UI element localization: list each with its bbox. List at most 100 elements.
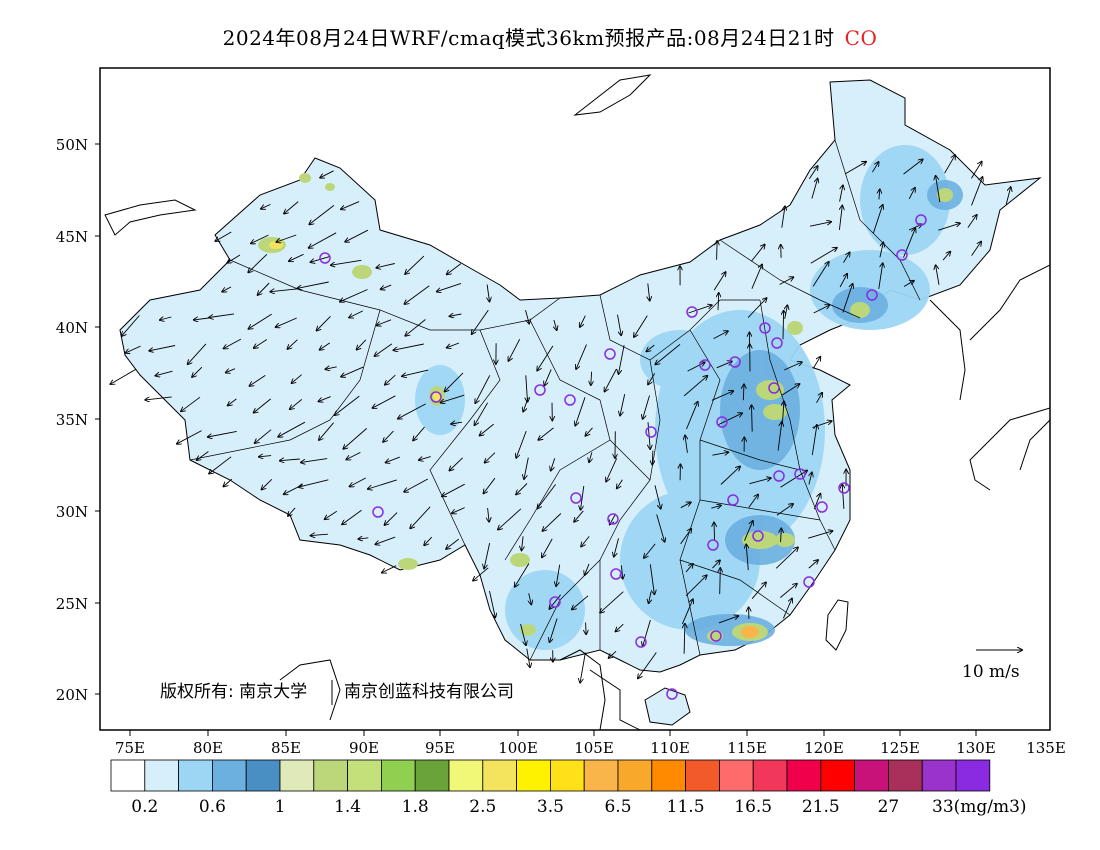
wind-arrow [576,344,587,369]
wind-arrow [585,563,590,575]
station-marker [729,356,741,368]
wind-arrow [192,366,203,377]
colorbar-label: 1 [275,797,286,817]
wind-arrow [681,599,693,625]
wind-arrow [250,375,266,386]
wind-arrow [309,205,335,224]
wind-arrow [472,309,489,334]
wind-arrow [554,319,557,330]
wind-arrow [525,309,530,324]
wind-arrow [585,427,593,436]
station-marker [816,501,828,513]
wind-arrow [712,560,721,569]
wind-arrow [522,536,524,550]
station-marker [710,630,722,642]
colorbar [110,759,991,792]
station-marker [635,636,647,648]
colorbar-labels: 0.2 0.6 1 1.4 1.8 2.5 3.5 6.5 11.5 16.5 21.5 27 33(m… [131,797,1026,817]
wind-arrow [616,623,624,631]
lon-label-135: 135E [1026,739,1066,757]
wind-arrow [776,504,793,516]
wind-arrow [971,177,983,206]
wind-arrow [473,567,489,581]
wind-arrow [526,375,528,402]
wind-arrow [712,452,728,455]
map-content [104,74,1050,730]
wind-arrow [413,426,425,440]
wind-arrow [255,429,272,443]
wind-arrow [649,591,651,603]
station-marker [610,568,622,580]
wind-arrow [648,422,650,449]
wind-arrow [810,248,837,264]
wind-arrow [551,458,556,470]
station-marker [759,322,771,334]
wind-arrow [373,395,396,408]
wind-arrow [844,162,866,175]
wind-arrow [580,315,586,327]
wind-arrow [747,298,767,318]
lon-label-130: 130E [956,739,996,757]
wind-arrow [160,317,172,320]
wind-arrow [188,343,207,364]
colorbar-label: 3.5 [537,797,564,817]
wind-arrow [261,203,271,208]
wind-arrow [967,215,977,228]
lat-label-35: 35N [56,411,88,429]
wind-arrow [1005,187,1011,205]
wind-arrow [145,396,172,400]
wind-arrow [749,478,771,485]
wind-arrow [744,521,753,541]
wind-arrow [617,479,623,489]
wind-arrow [680,529,692,545]
colorbar-swatch [245,759,281,792]
colorbar-label: 0.2 [131,797,158,817]
wind-arrow [262,478,273,489]
wind-arrow [903,228,916,258]
wind-arrow [487,284,489,302]
wind-arrow [680,502,691,509]
wind-arrow [938,223,960,231]
wind-arrow [475,375,491,403]
wind-arrow [634,315,648,337]
wind-arrow [215,231,232,241]
wind-arrow [684,624,685,654]
wind-arrow [228,398,237,406]
station-marker [896,249,908,261]
wind-arrow [617,314,622,336]
station-marker [430,391,442,403]
wind-arrow [812,357,820,369]
lat-label-40: 40N [56,319,88,337]
wind-arrow [526,648,530,668]
wind-arrow [405,255,425,274]
station-marker [707,539,719,551]
wind-arrow [685,575,707,597]
wind-arrow [278,421,306,437]
wind-arrow [811,425,817,456]
colorbar-label: 2.5 [469,797,496,817]
wind-arrow [276,234,297,242]
wind-arrow [685,436,687,453]
lon-label-95: 95E [425,739,455,757]
station-marker [794,468,806,480]
wind-arrow [508,338,521,361]
wind-arrow [720,568,721,595]
wind-arrow [375,536,396,544]
wind-arrow [447,263,462,275]
wind-arrow [544,369,552,385]
wind-arrow [386,456,400,463]
wind-arrow [908,188,915,200]
wind-arrow [878,263,883,289]
wind-arrow [780,471,808,488]
colorbar-swatch [583,759,619,792]
colorbar-swatch [414,759,450,792]
wind-arrow [606,458,618,481]
wind-arrow [402,369,429,376]
colorbar-label: 11.5 [667,797,705,817]
wind-arrow [839,274,847,288]
wind-arrow [254,339,268,349]
colorbar-swatch [854,759,889,792]
wind-arrow [780,584,797,598]
wind-arrow [331,259,362,265]
